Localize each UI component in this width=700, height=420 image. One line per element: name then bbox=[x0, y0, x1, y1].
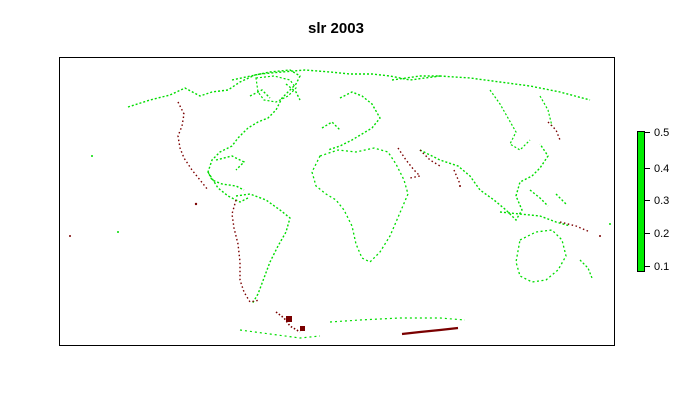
east-asia-coast bbox=[489, 89, 553, 151]
antarctic-cell-1 bbox=[286, 316, 292, 322]
asia-north-coast bbox=[391, 75, 591, 101]
legend-tick-label: 0.4 bbox=[654, 163, 670, 175]
legend-tick bbox=[645, 266, 650, 267]
middle-east-coast bbox=[419, 149, 461, 185]
ocean-point bbox=[69, 235, 71, 237]
south-america-west-coast bbox=[231, 199, 261, 303]
australia-coast bbox=[515, 229, 567, 283]
legend-tick-label: 0.5 bbox=[654, 127, 670, 139]
new-guinea-coast bbox=[559, 221, 591, 233]
ross-ice-shelf bbox=[401, 326, 459, 336]
legend-tick bbox=[645, 168, 650, 169]
africa-coast bbox=[311, 147, 409, 263]
new-zealand-coast bbox=[579, 259, 593, 279]
legend-tick-label: 0.2 bbox=[654, 228, 670, 240]
ocean-point bbox=[117, 231, 119, 233]
arctic-islands bbox=[231, 69, 441, 101]
europe-coast bbox=[321, 91, 381, 151]
north-america-west-coast bbox=[177, 101, 209, 191]
ocean-point bbox=[609, 223, 611, 225]
asia-south-coast bbox=[419, 143, 549, 222]
central-america-coast bbox=[207, 155, 249, 203]
legend-tick-label: 0.3 bbox=[654, 195, 670, 207]
south-america-coast bbox=[235, 193, 291, 305]
north-america-coast bbox=[127, 69, 301, 191]
greenland-coast bbox=[255, 75, 297, 103]
antarctic-cell-2 bbox=[300, 326, 305, 331]
legend-tick-label: 0.1 bbox=[654, 261, 670, 273]
legend-colorbar bbox=[637, 131, 645, 272]
japan-coast bbox=[547, 121, 561, 141]
ocean-point bbox=[599, 235, 601, 237]
antarctica-coast bbox=[239, 317, 466, 339]
ocean-point bbox=[459, 185, 461, 187]
ocean-point bbox=[194, 202, 198, 206]
legend-tick bbox=[645, 200, 650, 201]
legend-tick bbox=[645, 233, 650, 234]
map-title: slr 2003 bbox=[308, 20, 364, 37]
maritime-asia-coast bbox=[499, 189, 571, 227]
ocean-point bbox=[91, 155, 93, 157]
legend-tick bbox=[645, 132, 650, 133]
